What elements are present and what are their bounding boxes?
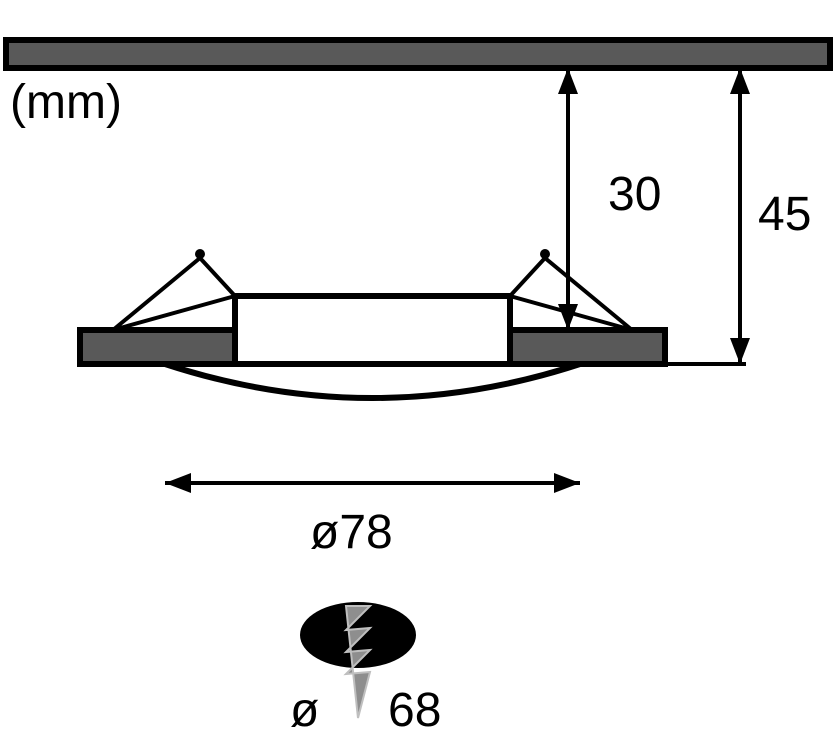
spring-clip-left <box>113 249 235 330</box>
unit-label: (mm) <box>10 76 122 129</box>
dim-label-78: ø78 <box>310 506 393 559</box>
flange-right <box>510 330 665 364</box>
dim-label-68-prefix: ø <box>290 684 319 737</box>
trim-ring <box>165 364 580 398</box>
dim-label-45: 45 <box>758 188 811 241</box>
dim-label-30: 30 <box>608 168 661 221</box>
fixture-body <box>235 296 510 364</box>
dim-arrow-45 <box>730 68 750 364</box>
dim-arrow-78 <box>165 473 580 493</box>
ceiling-bar <box>6 40 830 68</box>
dim-label-68-value: 68 <box>388 684 441 737</box>
flange-left <box>80 330 235 364</box>
dimension-diagram: (mm) 30 45 ø78 ø 68 <box>0 0 836 747</box>
